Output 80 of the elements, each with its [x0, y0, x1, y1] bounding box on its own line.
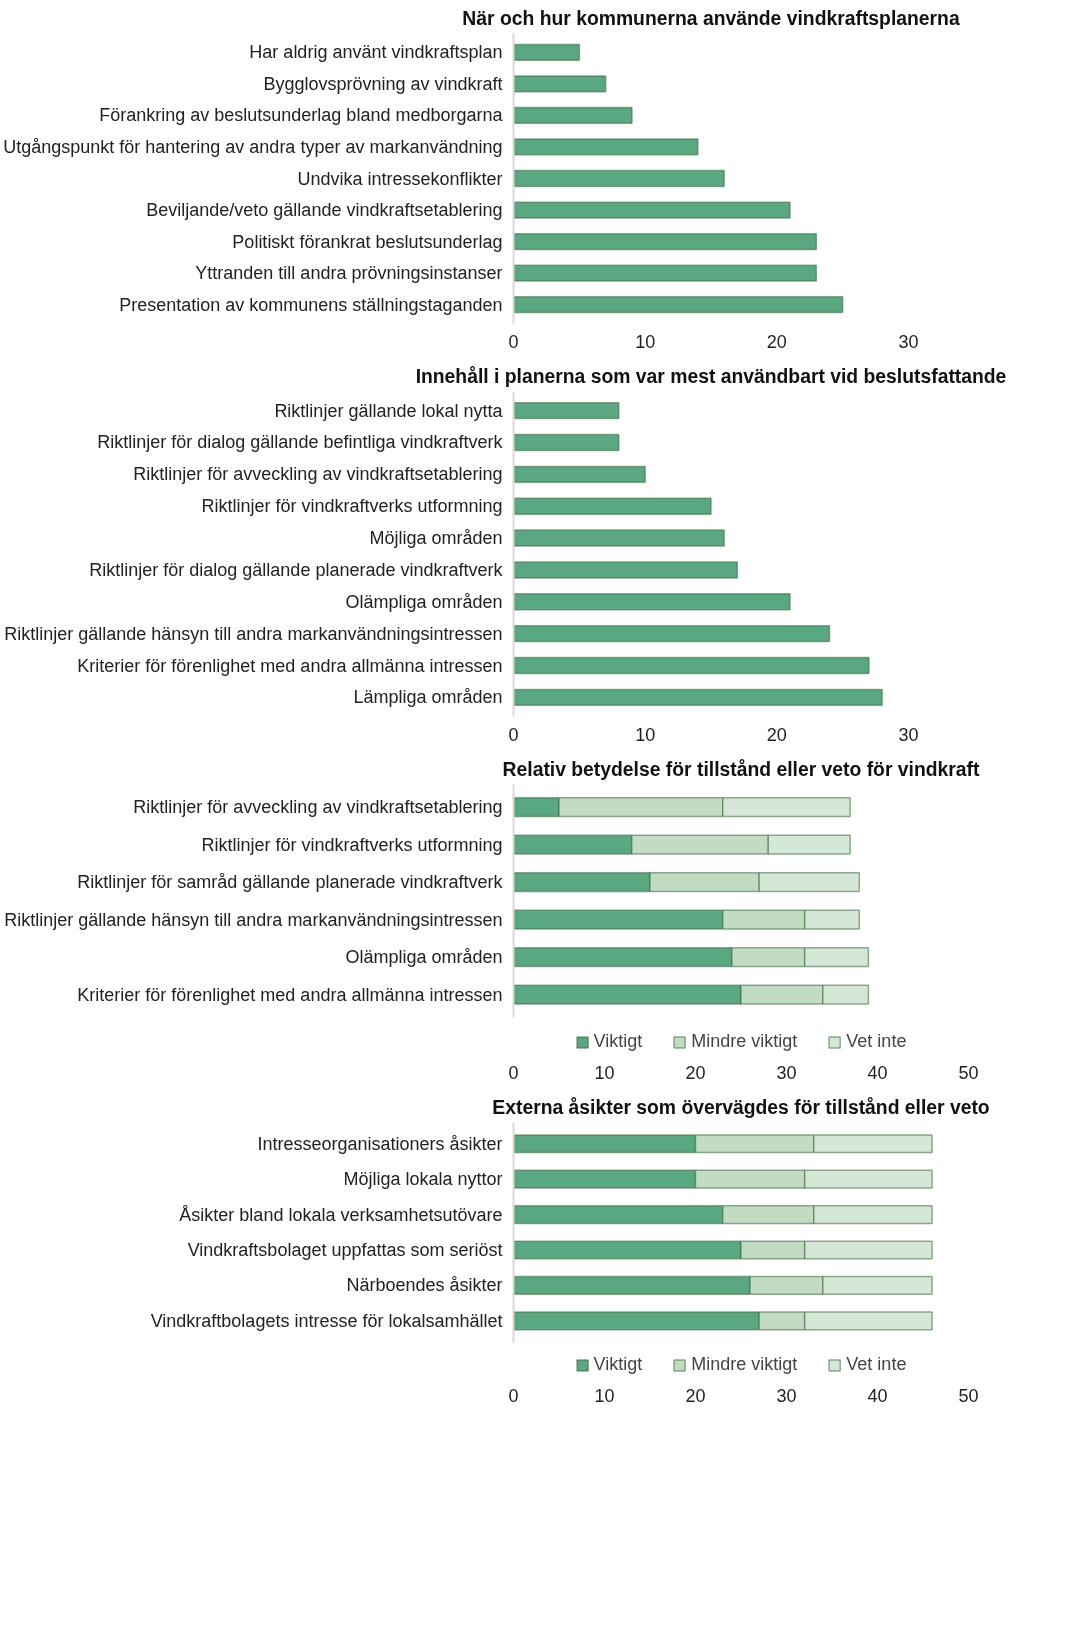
bar	[513, 201, 791, 219]
y-tick-label: Vindkraftsbolaget uppfattas som seriöst	[187, 1240, 503, 1260]
bar	[513, 433, 620, 452]
bar	[513, 688, 883, 707]
y-tick-label: Kriterier för förenlighet med andra allmänna intressen	[77, 984, 503, 1005]
y-tick-label: Intresseorganisationers åsikter	[257, 1133, 503, 1154]
y-tick-label: Presentation av kommunens ställningstaganden	[119, 294, 503, 315]
y-tick-label: Yttranden till andra prövningsinstanser	[195, 263, 503, 284]
y-tick-label: Förankring av beslutsunderlag bland medborgarna	[99, 105, 504, 126]
y-tick-label: Beviljande/veto gällande vindkraftsetablering	[146, 200, 503, 221]
bar	[513, 624, 831, 643]
bar	[513, 529, 725, 547]
x-tick-label: 30	[898, 724, 919, 745]
x-tick-label: 0	[508, 331, 519, 352]
chart-title: Relativ betydelse för tillstånd eller veto för vindkraft	[502, 757, 981, 780]
y-tick-label: Åsikter bland lokala verksamhetsutövare	[179, 1204, 503, 1225]
y-tick-label: Riktlinjer för vindkraftverks utformning	[201, 496, 503, 517]
y-tick-label: Möjliga lokala nyttor	[343, 1169, 503, 1190]
x-tick-label: 10	[635, 331, 656, 352]
x-tick-label: 50	[958, 1062, 979, 1083]
bar	[513, 106, 633, 125]
x-tick-label: 50	[958, 1385, 979, 1406]
y-tick-label: Olämpliga områden	[345, 591, 503, 612]
x-tick-label: 0	[508, 1385, 519, 1406]
bar	[513, 656, 870, 675]
bar	[513, 43, 581, 62]
x-tick-label: 30	[898, 331, 919, 352]
x-tick-label: 20	[766, 331, 787, 352]
y-tick-label: Riktlinjer gällande hänsyn till andra markanvändningsintressen	[4, 623, 503, 644]
bar	[513, 232, 818, 251]
bar	[513, 169, 725, 188]
y-tick-label: Vindkraftbolagets intresse för lokalsamhället	[150, 1310, 503, 1331]
legend-label: Mindre viktigt	[691, 1354, 798, 1375]
y-tick-label: Riktlinjer för samråd gällande planerade vindkraftverk	[77, 872, 504, 892]
y-tick-label: Bygglovsprövning av vindkraft	[263, 73, 503, 94]
bar	[513, 561, 739, 579]
bar	[513, 465, 646, 484]
bar	[513, 138, 699, 156]
x-tick-label: 30	[776, 1062, 797, 1083]
x-tick-label: 0	[508, 724, 519, 745]
y-tick-label: Riktlinjer för avveckling av vindkraftsetablering	[133, 797, 503, 817]
chart-title: Innehåll i planerna som var mest användbart vid beslutsfattande	[415, 364, 1007, 387]
legend-label: Viktigt	[593, 1031, 643, 1052]
x-tick-label: 30	[776, 1385, 797, 1406]
legend-label: Viktigt	[593, 1354, 643, 1375]
x-tick-label: 20	[766, 724, 787, 745]
bar	[513, 497, 712, 515]
bar	[513, 295, 844, 314]
y-tick-label: Riktlinjer gällande lokal nytta	[274, 400, 504, 421]
y-tick-label: Riktlinjer gällande hänsyn till andra markanvändningsintressen	[4, 909, 503, 930]
y-tick-label: Riktlinjer för avveckling av vindkraftsetablering	[133, 464, 503, 485]
legend-label: Mindre viktigt	[691, 1031, 798, 1052]
y-tick-label: Närboendes åsikter	[346, 1275, 503, 1296]
y-tick-label: Politiskt förankrat beslutsunderlag	[232, 231, 503, 252]
x-tick-label: 0	[508, 1062, 519, 1083]
y-tick-label: Lämpliga områden	[353, 687, 503, 708]
legend-label: Vet inte	[846, 1031, 907, 1052]
chart-title: När och hur kommunerna använde vindkraftsplanerna	[462, 7, 960, 29]
y-tick-label: Undvika intressekonflikter	[297, 168, 503, 189]
y-tick-label: Olämpliga områden	[345, 947, 503, 967]
x-tick-label: 20	[685, 1062, 706, 1083]
x-tick-label: 40	[867, 1062, 888, 1083]
y-tick-label: Kriterier för förenlighet med andra allmänna intressen	[77, 655, 503, 676]
x-tick-label: 10	[594, 1062, 615, 1083]
y-tick-label: Riktlinjer för vindkraftverks utformning	[201, 834, 503, 855]
x-tick-label: 10	[635, 724, 656, 745]
y-tick-label: Har aldrig använt vindkraftsplan	[249, 42, 503, 63]
y-tick-label: Utgångspunkt för hantering av andra typer av markanvändning	[3, 136, 503, 157]
bar	[513, 264, 818, 282]
bar	[513, 75, 607, 93]
y-tick-label: Riktlinjer för dialog gällande planerade vindkraftverk	[89, 559, 504, 580]
legend-label: Vet inte	[846, 1354, 907, 1375]
chart-title: Externa åsikter som övervägdes för tillstånd eller veto	[492, 1095, 990, 1118]
x-tick-label: 10	[594, 1385, 615, 1406]
x-tick-label: 40	[867, 1385, 888, 1406]
y-tick-label: Riktlinjer för dialog gällande befintliga vindkraftverk	[97, 432, 504, 453]
y-tick-label: Möjliga områden	[369, 528, 503, 549]
bar	[513, 401, 620, 420]
bar	[513, 593, 791, 611]
x-tick-label: 20	[685, 1385, 706, 1406]
